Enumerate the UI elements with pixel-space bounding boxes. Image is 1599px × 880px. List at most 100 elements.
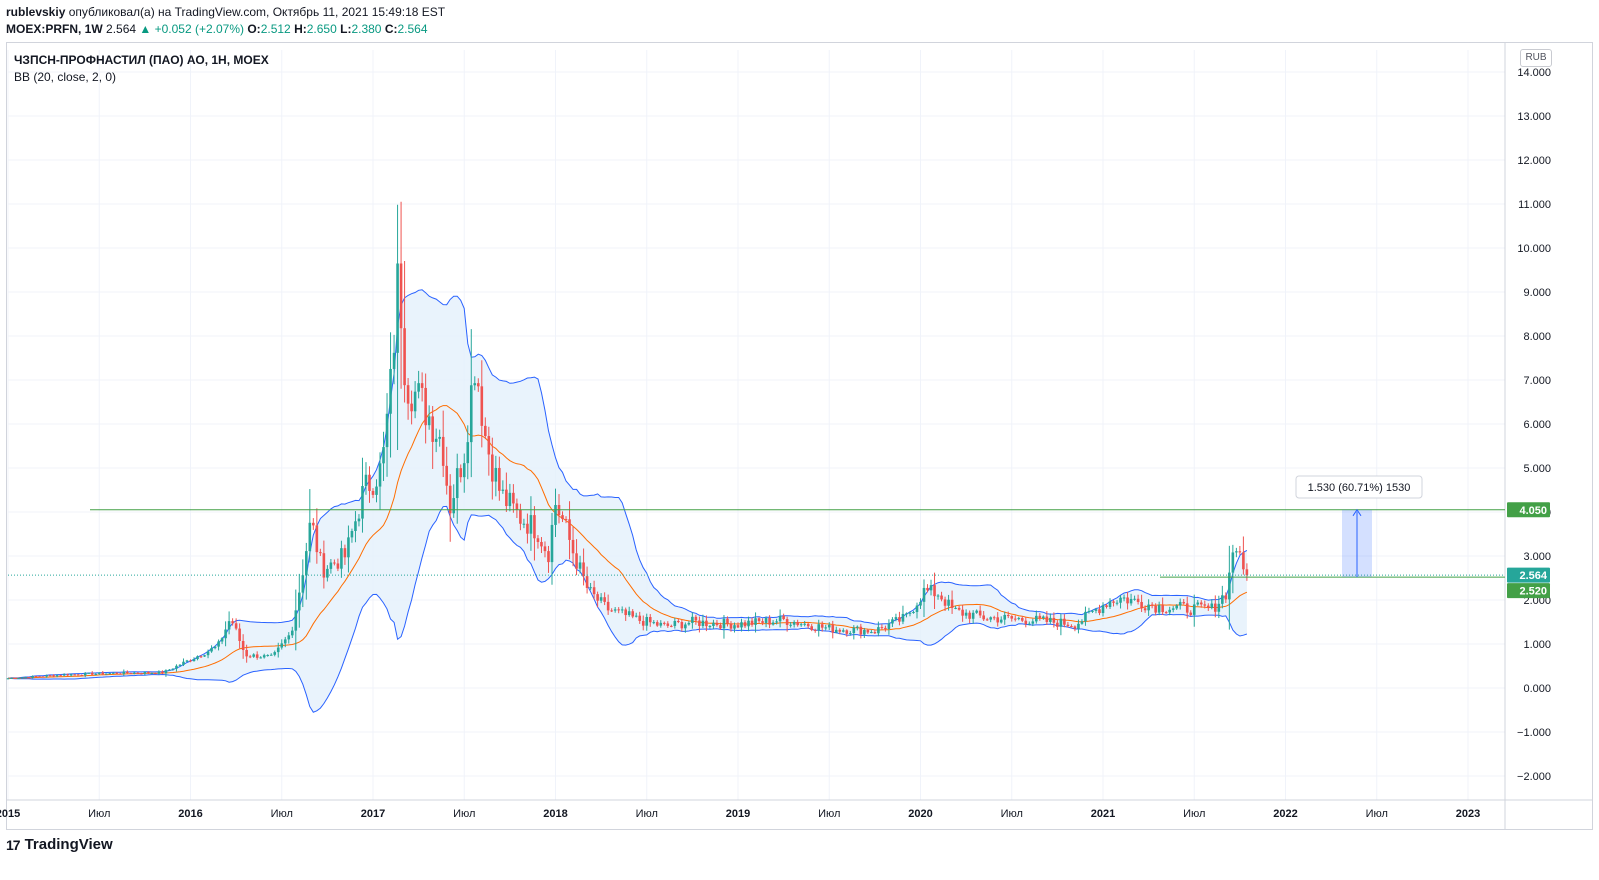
candle-body: [476, 383, 480, 387]
candle-body: [627, 611, 631, 616]
candle: [989, 616, 992, 623]
candle-body: [1052, 617, 1056, 623]
candle-body: [1126, 597, 1129, 604]
candle: [1105, 603, 1108, 609]
close-value: 2.564: [397, 22, 428, 36]
candle-body: [849, 633, 852, 635]
candle-body: [1178, 602, 1182, 606]
candle-body: [803, 623, 806, 625]
candle: [241, 634, 245, 659]
candle-body: [280, 643, 284, 648]
candle-body: [585, 576, 589, 588]
candle: [701, 614, 705, 629]
candle: [606, 594, 610, 615]
candle-body: [1059, 618, 1063, 627]
candle-body: [424, 387, 427, 426]
candle: [810, 623, 814, 632]
candle: [1087, 607, 1091, 614]
candle: [210, 645, 213, 653]
candle: [1221, 585, 1224, 609]
candle-body: [347, 537, 350, 558]
candle-body: [329, 562, 333, 569]
candle: [1003, 611, 1007, 625]
candle: [655, 620, 659, 627]
candle-body: [743, 622, 747, 627]
candle: [898, 611, 901, 626]
candle-body: [1006, 614, 1010, 617]
candle: [1224, 592, 1228, 603]
candle-body: [547, 551, 550, 563]
candle: [894, 613, 898, 622]
candle: [698, 616, 701, 633]
candle-body: [1101, 605, 1105, 614]
candle: [410, 390, 413, 425]
candle-body: [168, 669, 171, 671]
candle-body: [262, 655, 266, 658]
candle-body: [1164, 612, 1168, 614]
candle-body: [164, 670, 168, 674]
candle: [638, 611, 642, 624]
candle-body: [1157, 605, 1161, 613]
candle: [1098, 604, 1101, 616]
candle: [613, 607, 617, 613]
candle-body: [17, 678, 20, 680]
candle: [312, 518, 315, 530]
candle-body: [954, 607, 957, 609]
candle-body: [1056, 622, 1059, 627]
candle: [547, 545, 550, 573]
candle-body: [1049, 617, 1052, 622]
candle: [585, 566, 589, 594]
candle: [1035, 610, 1038, 624]
candle-body: [645, 617, 649, 626]
candle: [978, 605, 982, 618]
time-tick-label: Июл: [636, 808, 658, 820]
candle: [1070, 624, 1073, 628]
measure-label-text: 1.530 (60.71%) 1530: [1308, 482, 1411, 494]
candle-body: [898, 617, 901, 622]
candle: [322, 540, 326, 589]
candle-body: [389, 368, 392, 414]
candle: [196, 655, 199, 661]
open-label: O:: [247, 22, 261, 36]
indicator-label[interactable]: BB (20, close, 2, 0): [14, 70, 117, 84]
candle-body: [701, 620, 705, 626]
candle-body: [1150, 604, 1154, 606]
candle: [31, 675, 34, 679]
candle: [382, 431, 385, 481]
candle: [884, 625, 887, 632]
candle: [20, 677, 24, 679]
candle-body: [641, 620, 645, 626]
candle-body: [294, 610, 298, 631]
candle: [276, 642, 280, 658]
candle-body: [122, 671, 126, 674]
candle-body: [733, 625, 736, 629]
candle: [66, 673, 69, 677]
candle-body: [919, 601, 922, 606]
candle: [1056, 620, 1059, 630]
candle: [508, 483, 512, 512]
candle-body: [550, 524, 554, 563]
candle: [757, 617, 761, 624]
candle-body: [620, 609, 624, 611]
candle: [448, 474, 452, 542]
candle-body: [1206, 605, 1210, 608]
candle-body: [210, 648, 213, 652]
candle-body: [1154, 605, 1157, 613]
currency-badge[interactable]: RUB: [1520, 49, 1552, 67]
candle: [1189, 610, 1193, 617]
candle-body: [1171, 608, 1175, 610]
candle-body: [396, 263, 399, 353]
candle: [1154, 603, 1157, 616]
candle-body: [227, 621, 231, 630]
candle: [76, 674, 80, 676]
candle-body: [94, 673, 98, 675]
candle-body: [1245, 569, 1249, 576]
time-tick-label: Июл: [1183, 808, 1205, 820]
close-label: C:: [384, 22, 398, 36]
candle-body: [799, 624, 803, 626]
candle-body: [1185, 603, 1189, 613]
candle: [922, 579, 926, 618]
chart-legend: ЧЗПСН-ПРОФНАСТИЛ (ПАО) АО, 1Н, MOEX BB (…: [14, 52, 269, 86]
candle-body: [203, 655, 206, 657]
